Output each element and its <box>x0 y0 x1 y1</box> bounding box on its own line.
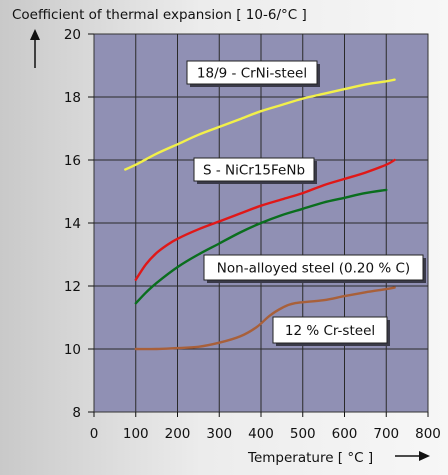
x-tick-label: 500 <box>290 426 316 442</box>
y-tick-label: 18 <box>64 90 81 106</box>
annotation-1: S - NiCr15FeNb <box>193 157 317 184</box>
y-tick-label: 8 <box>72 405 81 421</box>
x-axis-ticks: 0 100 200 300 400 500 600 700 800 <box>90 412 441 442</box>
annotation-label: 18/9 - CrNi-steel <box>197 66 307 82</box>
series-lines <box>124 78 396 351</box>
series-line-2 <box>134 188 388 305</box>
series-annotations: 18/9 - CrNi-steel S - NiCr15FeNb Non-alloy… <box>186 60 426 346</box>
y-axis-ticks: 8 10 12 14 16 18 20 <box>64 27 94 421</box>
y-tick-label: 14 <box>64 216 81 232</box>
series-line-0 <box>124 78 396 171</box>
x-tick-label: 300 <box>206 426 232 442</box>
x-tick-label: 400 <box>248 426 274 442</box>
annotation-0: 18/9 - CrNi-steel <box>186 60 320 87</box>
y-tick-label: 16 <box>64 153 81 169</box>
annotation-label: S - NiCr15FeNb <box>203 163 305 179</box>
annotation-2: Non-alloyed steel (0.20 % C) <box>203 254 426 283</box>
y-axis-arrow <box>30 29 40 68</box>
x-tick-label: 800 <box>415 426 441 442</box>
annotation-3: 12 % Cr-steel <box>272 316 390 346</box>
x-axis-arrow <box>395 451 430 461</box>
y-tick-label: 20 <box>64 27 81 43</box>
x-tick-label: 700 <box>373 426 399 442</box>
annotation-box <box>193 157 315 182</box>
x-tick-label: 0 <box>90 426 99 442</box>
y-tick-label: 12 <box>64 279 81 295</box>
annotation-label: 12 % Cr-steel <box>285 323 375 339</box>
x-tick-label: 100 <box>123 426 149 442</box>
y-tick-label: 10 <box>64 342 81 358</box>
annotation-label: Non-alloyed steel (0.20 % C) <box>217 261 410 277</box>
annotation-box <box>186 60 318 85</box>
y-axis-title: Coefficient of thermal expansion [ 10-6/… <box>12 7 307 23</box>
annotation-box <box>203 254 424 281</box>
x-axis-title: Temperature [ °C ] <box>247 450 373 466</box>
series-line-1 <box>134 158 396 281</box>
x-tick-label: 200 <box>165 426 191 442</box>
x-tick-label: 600 <box>332 426 358 442</box>
annotation-box <box>272 316 388 344</box>
series-line-3 <box>134 286 396 351</box>
